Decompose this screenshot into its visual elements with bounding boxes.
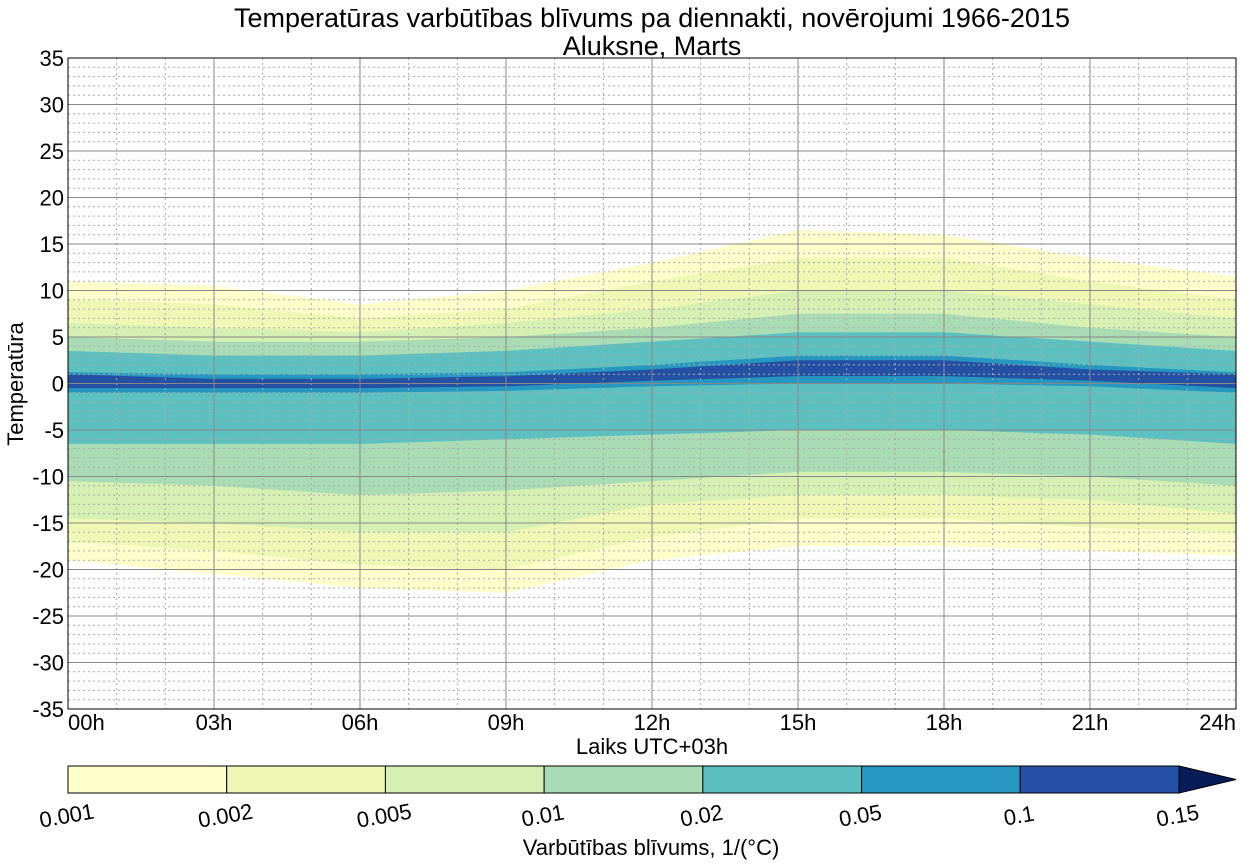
colorbar-segment: [702, 765, 863, 794]
x-tick-label: 15h: [780, 710, 817, 735]
y-tick-label: -15: [32, 511, 64, 536]
colorbar-tick-label: 0.001: [37, 799, 96, 833]
y-tick-label: 5: [52, 325, 64, 350]
x-tick-label: 12h: [634, 710, 671, 735]
y-tick-label: -25: [32, 604, 64, 629]
colorbar-tick-label: 0.15: [1154, 800, 1201, 832]
colorbar-segment: [1019, 765, 1180, 794]
colorbar-tick-label: 0.02: [678, 800, 725, 832]
colorbar-tick-label: 0.002: [196, 799, 255, 833]
x-tick-label: 18h: [926, 710, 963, 735]
x-tick-label: 09h: [488, 710, 525, 735]
chart-subtitle: Aluksne, Marts: [563, 31, 742, 61]
x-tick-label: 06h: [342, 710, 379, 735]
colorbar-tick-label: 0.01: [520, 800, 567, 832]
y-tick-label: -35: [32, 697, 64, 722]
y-tick-label: 0: [52, 372, 64, 397]
colorbar: [67, 765, 1237, 794]
colorbar-extend-arrow: [1178, 765, 1237, 794]
colorbar-segment: [384, 765, 545, 794]
y-tick-label: 25: [40, 139, 64, 164]
y-tick-label: -20: [32, 558, 64, 583]
colorbar-segment: [226, 765, 386, 794]
colorbar-tick-label: 0.1: [1002, 801, 1036, 831]
x-tick-label: 21h: [1072, 710, 1109, 735]
x-tick-label: 24h: [1199, 710, 1236, 735]
colorbar-segment: [67, 765, 228, 794]
colorbar-tick-label: 0.05: [837, 800, 884, 832]
x-tick-label: 00h: [68, 710, 105, 735]
colorbar-label: Varbūtības blīvums, 1/(°C): [523, 835, 780, 860]
x-axis-ticks: 00h 03h 06h 09h 12h 15h 18h 21h 24h: [68, 710, 1236, 735]
y-axis-label: Temperatūra: [3, 321, 28, 445]
y-axis-ticks: 35 30 25 20 15 10 5 0 -5 -10 -15 -20 -25 -30 -35: [32, 46, 64, 722]
colorbar-segment: [861, 765, 1021, 794]
y-tick-label: 30: [40, 93, 64, 118]
colorbar-tick-labels: 0.001 0.002 0.005 0.01 0.02 0.05 0.1 0.15: [37, 799, 1201, 833]
colorbar-tick-label: 0.005: [355, 799, 414, 833]
y-tick-label: -10: [32, 465, 64, 490]
x-axis-label: Laiks UTC+03h: [576, 734, 728, 759]
y-tick-label: 35: [40, 46, 64, 71]
y-tick-label: -5: [44, 418, 64, 443]
y-tick-label: -30: [32, 651, 64, 676]
colorbar-segment: [543, 765, 704, 794]
y-tick-label: 15: [40, 232, 64, 257]
y-tick-label: 20: [40, 186, 64, 211]
plot-frame: [67, 57, 1237, 710]
y-tick-label: 10: [40, 279, 64, 304]
x-tick-label: 03h: [196, 710, 233, 735]
chart-title: Temperatūras varbūtības blīvums pa dienn…: [234, 3, 1070, 33]
